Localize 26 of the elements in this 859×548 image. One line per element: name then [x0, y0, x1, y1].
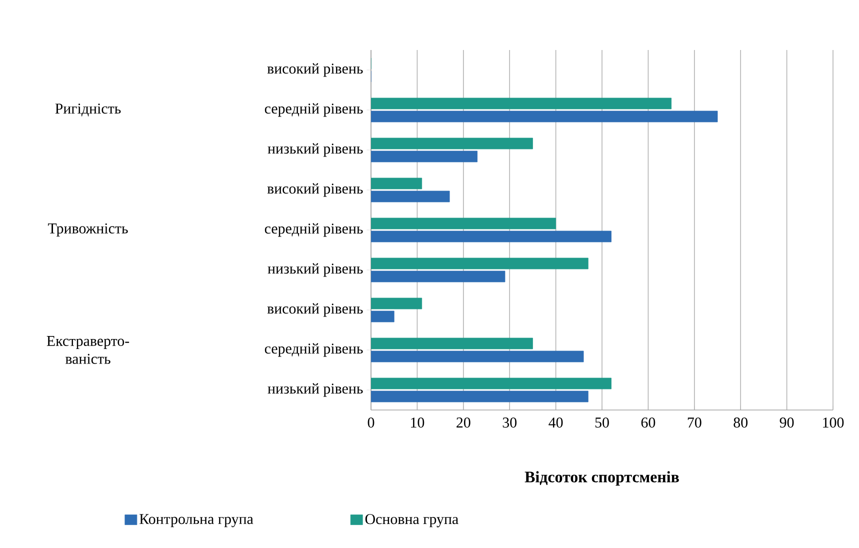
x-tick-label: 0	[368, 418, 374, 428]
x-tick-label: 10	[411, 418, 424, 428]
x-tick-label: 30	[502, 418, 517, 428]
x-tick-label: 60	[641, 418, 656, 428]
x-tick-label: 20	[456, 418, 470, 428]
text: Ригідність	[55, 104, 121, 116]
legend-label: Основна група	[365, 514, 458, 528]
y-tick-label: низький рівень	[268, 143, 363, 157]
x-tick-label: 40	[548, 418, 563, 428]
y-tick-label: високий рівень	[267, 303, 363, 317]
x-tick-label: 90	[780, 418, 794, 428]
x-tick-label: 70	[688, 418, 702, 428]
text: Тривожність	[48, 223, 128, 237]
y-tick-label: середній рівень	[264, 343, 363, 357]
x-axis-title: Відсоток спортсменів	[524, 471, 679, 486]
y-tick-label: середній рівень	[264, 103, 363, 117]
x-tick-label: 80	[734, 418, 748, 428]
y-tick-label: низький рівень	[268, 263, 363, 277]
y-tick-label: низький рівень	[268, 383, 363, 397]
y-tick-label: високий рівень	[267, 63, 363, 77]
y-tick-label: середній рівень	[264, 223, 363, 237]
text: Екстраверто-ваність	[46, 336, 130, 364]
legend-label: Контрольна група	[140, 514, 254, 528]
x-tick-label: 100	[823, 418, 844, 428]
y-tick-label: високий рівень	[267, 183, 363, 197]
x-tick-label: 50	[595, 418, 609, 428]
